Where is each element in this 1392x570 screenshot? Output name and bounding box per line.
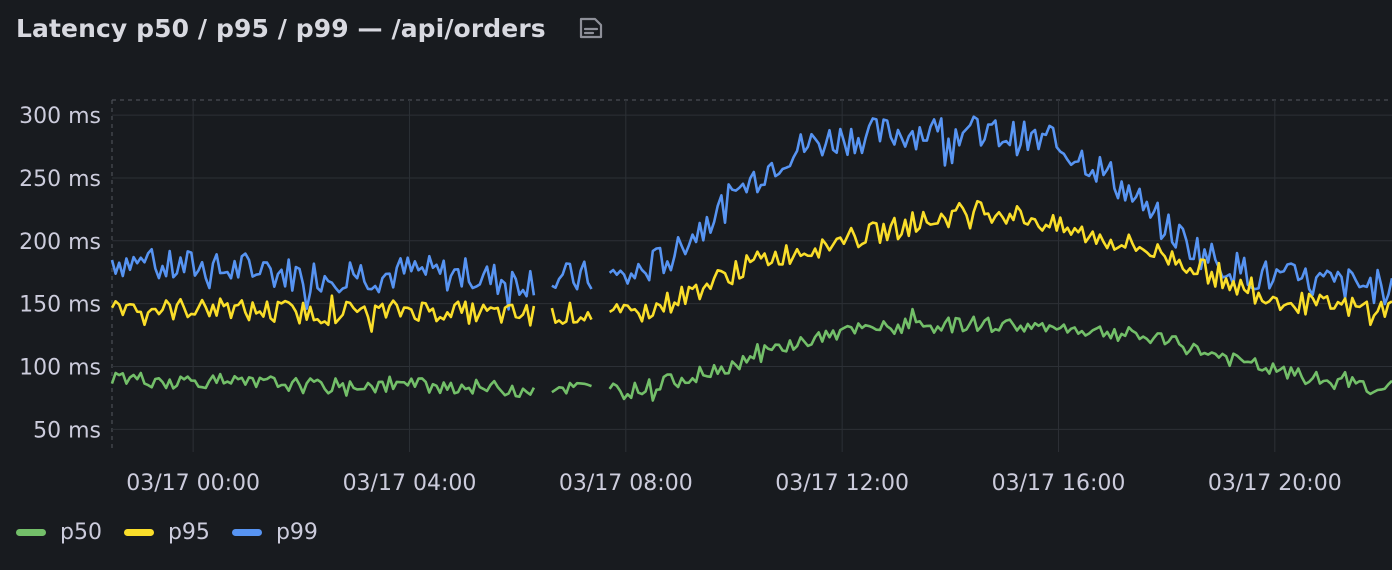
panel-title: Latency p50 / p95 / p99 — /api/orders xyxy=(16,13,546,43)
x-tick-label: 03/17 20:00 xyxy=(1208,471,1342,496)
y-tick-label: 300 ms xyxy=(19,104,101,129)
legend-label: p99 xyxy=(275,519,318,545)
series-p95 xyxy=(110,199,1392,333)
legend-item-p50[interactable]: p50 xyxy=(16,520,102,545)
series-line-p99 xyxy=(110,247,536,311)
legend-label: p95 xyxy=(167,519,210,545)
chart-legend: p50 p95 p99 xyxy=(16,516,318,548)
y-tick-label: 50 ms xyxy=(33,418,101,443)
series-line-p50 xyxy=(551,381,592,395)
y-tick-label: 200 ms xyxy=(19,230,101,255)
series-line-p95 xyxy=(550,301,593,325)
y-tick-label: 250 ms xyxy=(19,167,101,192)
x-tick-label: 03/17 16:00 xyxy=(992,471,1126,496)
document-icon[interactable] xyxy=(576,13,606,43)
latency-chart[interactable]: 50 ms 100 ms 150 ms 200 ms 250 ms 300 ms 03/17… xyxy=(0,0,1392,510)
legend-swatch xyxy=(123,528,154,536)
legend-item-p95[interactable]: p95 xyxy=(123,519,210,545)
y-tick-label: 100 ms xyxy=(19,356,101,381)
legend-label: p50 xyxy=(60,519,102,545)
grid xyxy=(111,99,1392,452)
series-line-p95 xyxy=(110,294,536,333)
x-tick-label: 03/17 00:00 xyxy=(126,471,260,496)
series-line-p50 xyxy=(110,371,536,398)
y-tick-label: 150 ms xyxy=(19,293,101,318)
x-tick-label: 03/17 12:00 xyxy=(775,471,909,496)
series-line-p99 xyxy=(551,260,593,291)
legend-swatch xyxy=(16,528,46,536)
legend-swatch xyxy=(231,528,262,536)
series-line-p95 xyxy=(608,199,1392,327)
document-icon-glyph xyxy=(579,17,602,39)
series-line-p99 xyxy=(608,115,1392,306)
series-p99 xyxy=(110,115,1392,311)
x-tick-label: 03/17 08:00 xyxy=(559,471,693,496)
series-p50 xyxy=(110,307,1392,402)
x-tick-label: 03/17 04:00 xyxy=(343,471,477,496)
series-line-p50 xyxy=(608,307,1392,402)
panel-header: Latency p50 / p95 / p99 — /api/orders xyxy=(16,10,606,46)
legend-item-p99[interactable]: p99 xyxy=(231,519,318,545)
